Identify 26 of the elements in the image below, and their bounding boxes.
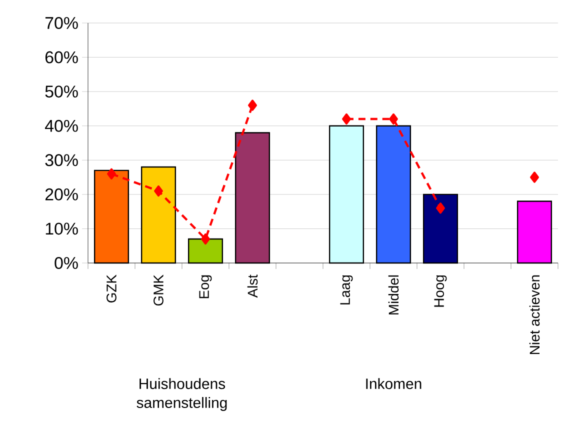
x-tick-label: Middel [388, 275, 399, 314]
x-tick-label: GMK [154, 274, 164, 306]
y-tick-label: 30% [45, 154, 78, 166]
y-tick-label: 50% [45, 86, 78, 98]
text: Inkomen [366, 378, 422, 390]
y-tick-label: 20% [45, 188, 78, 200]
x-tick-label: Laag [340, 275, 353, 304]
y-tick-label: 60% [45, 51, 78, 64]
y-tick-label: 10% [46, 222, 78, 235]
x-tick-label: Hoog [434, 275, 447, 307]
point [248, 100, 257, 111]
y-tick-label: 0% [54, 257, 78, 269]
x-tick-label: Eog [199, 275, 212, 298]
point [201, 233, 210, 245]
text: Huishoudens samenstelling [136, 378, 227, 411]
x-tick-label: Niet actieven [529, 275, 540, 354]
x-tick-label: GZK [106, 274, 116, 302]
point [342, 113, 351, 125]
point [436, 202, 445, 214]
x-tick-label: Alst [247, 274, 258, 298]
y-tick-label: 40% [44, 120, 78, 132]
point [389, 113, 398, 125]
point [530, 172, 539, 183]
point [154, 185, 163, 197]
y-tick-label: 70% [45, 17, 78, 30]
point [107, 168, 116, 180]
